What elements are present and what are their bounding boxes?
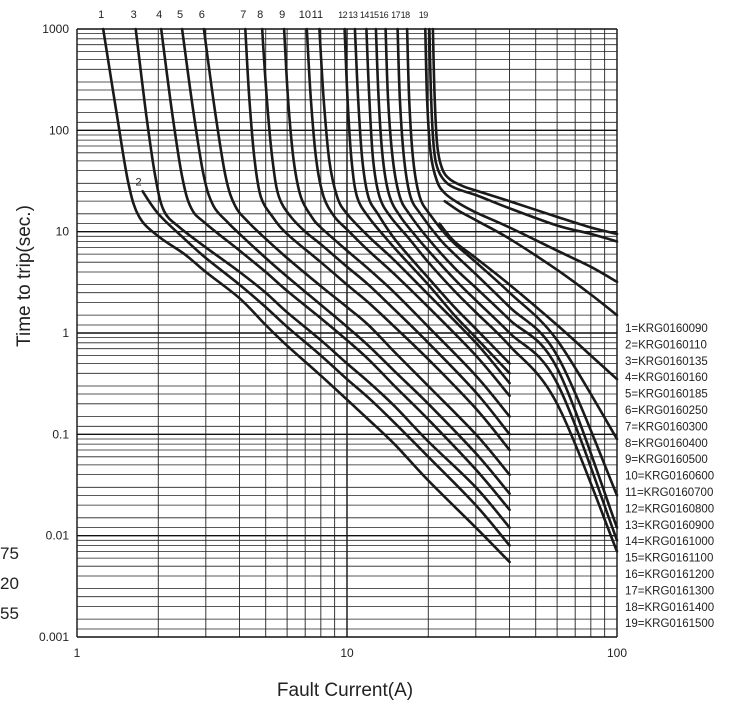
- trip-curve-9: [282, 27, 511, 418]
- trip-curve-7: [244, 27, 511, 452]
- x-axis-title: Fault Current(A): [277, 680, 413, 701]
- y-tick-label: 10: [56, 225, 70, 239]
- trip-curve-16: [384, 27, 619, 529]
- curve-label-1: 1: [98, 9, 104, 21]
- legend-item-4: 4=KRG0160160: [625, 372, 708, 384]
- x-axis-ticks: 1 10 100: [74, 646, 628, 660]
- legend-item-5: 5=KRG0160185: [625, 389, 708, 401]
- trip-curve-3: [134, 27, 511, 529]
- legend-item-9: 9=KRG0160500: [625, 454, 708, 466]
- trip-curve-extra-1: [428, 27, 619, 243]
- y-tick-label: 100: [49, 123, 69, 137]
- curve-label-16: 16: [379, 10, 389, 20]
- legend-item-15: 15=KRG0161100: [625, 553, 713, 565]
- trip-curves: [101, 27, 619, 564]
- trip-curve-17: [396, 27, 619, 497]
- curve-label-9: 9: [279, 9, 285, 21]
- curve-label-17: 17: [391, 10, 401, 20]
- trip-curve-14: [365, 27, 619, 553]
- trip-curve-1: [101, 27, 511, 564]
- legend-item-6: 6=KRG0160250: [625, 405, 708, 417]
- legend: 1=KRG0160090 2=KRG0160110 3=KRG0160135 4=KR…: [625, 323, 714, 630]
- left-edge-label: 75: [0, 544, 19, 563]
- legend-item-14: 14=KRG0161000: [625, 536, 714, 548]
- legend-item-2: 2=KRG0160110: [625, 339, 707, 351]
- y-tick-label: 1000: [42, 22, 69, 36]
- legend-item-11: 11=KRG0160700: [625, 487, 713, 499]
- legend-item-19: 19=KRG0161500: [625, 618, 714, 630]
- y-tick-label: 0.1: [52, 427, 69, 441]
- curve-label-11: 11: [312, 9, 323, 21]
- curve-label-4: 4: [156, 9, 162, 21]
- trip-curve-2: [141, 190, 511, 547]
- legend-item-10: 10=KRG0160600: [625, 471, 714, 483]
- legend-item-3: 3=KRG0160135: [625, 356, 708, 368]
- curve-label-18: 18: [401, 10, 411, 20]
- legend-item-12: 12=KRG0160800: [625, 503, 714, 515]
- trip-curve-5: [180, 27, 511, 495]
- trip-curve-10: [305, 27, 511, 398]
- trip-curve-15: [374, 27, 619, 542]
- legend-item-7: 7=KRG0160300: [625, 421, 708, 433]
- trip-curve-extra-2: [431, 27, 619, 236]
- curve-label-7: 7: [240, 9, 246, 21]
- legend-item-17: 17=KRG0161300: [625, 585, 714, 597]
- curve-label-3: 3: [131, 9, 137, 21]
- trip-curve-extra-4: [438, 222, 619, 381]
- trip-curve-19: [424, 27, 619, 284]
- x-tick-label: 100: [607, 646, 627, 660]
- curve-label-13: 13: [348, 10, 358, 20]
- left-edge-label: 55: [0, 604, 19, 623]
- trip-curve-18: [405, 27, 619, 441]
- curve-label-6: 6: [199, 9, 205, 21]
- legend-item-8: 8=KRG0160400: [625, 438, 708, 450]
- grid: [76, 28, 618, 638]
- left-edge-label: 20: [0, 574, 19, 593]
- x-tick-label: 1: [74, 646, 81, 660]
- trip-curve-12: [343, 27, 511, 375]
- curve-label-2: 2: [136, 176, 142, 188]
- trip-curve-6: [202, 27, 511, 476]
- trip-curve-extra-3: [443, 199, 619, 317]
- legend-item-16: 16=KRG0161200: [625, 569, 714, 581]
- y-axis-title: Time to trip(sec.): [14, 205, 35, 347]
- curve-label-10: 10: [299, 9, 311, 21]
- legend-item-18: 18=KRG0161400: [625, 602, 714, 614]
- y-tick-label: 0.001: [39, 630, 69, 644]
- x-tick-label: 10: [340, 646, 354, 660]
- legend-item-13: 13=KRG0160900: [625, 520, 714, 532]
- curve-label-12: 12: [338, 10, 348, 20]
- curve-label-19: 19: [419, 10, 429, 20]
- trip-curve-11: [318, 27, 511, 385]
- y-tick-label: 0.01: [46, 529, 70, 543]
- y-axis-ticks: 1000 100 10 1 0.1 0.01 0.001: [39, 22, 69, 644]
- left-edge-labels: 75 20 55: [0, 544, 19, 623]
- curve-label-8: 8: [257, 9, 263, 21]
- curve-label-15: 15: [369, 10, 379, 20]
- curve-label-14: 14: [360, 10, 370, 20]
- curve-label-5: 5: [177, 9, 183, 21]
- trip-curve-4: [159, 27, 511, 512]
- curve-number-labels: 123 4 5 6 7 8 9 10 11 12 13 14 15 16 17 18 19: [98, 9, 429, 188]
- trip-curve-13: [353, 27, 511, 365]
- y-tick-label: 1: [62, 326, 69, 340]
- trip-curve-8: [260, 27, 511, 436]
- legend-item-1: 1=KRG0160090: [625, 323, 708, 335]
